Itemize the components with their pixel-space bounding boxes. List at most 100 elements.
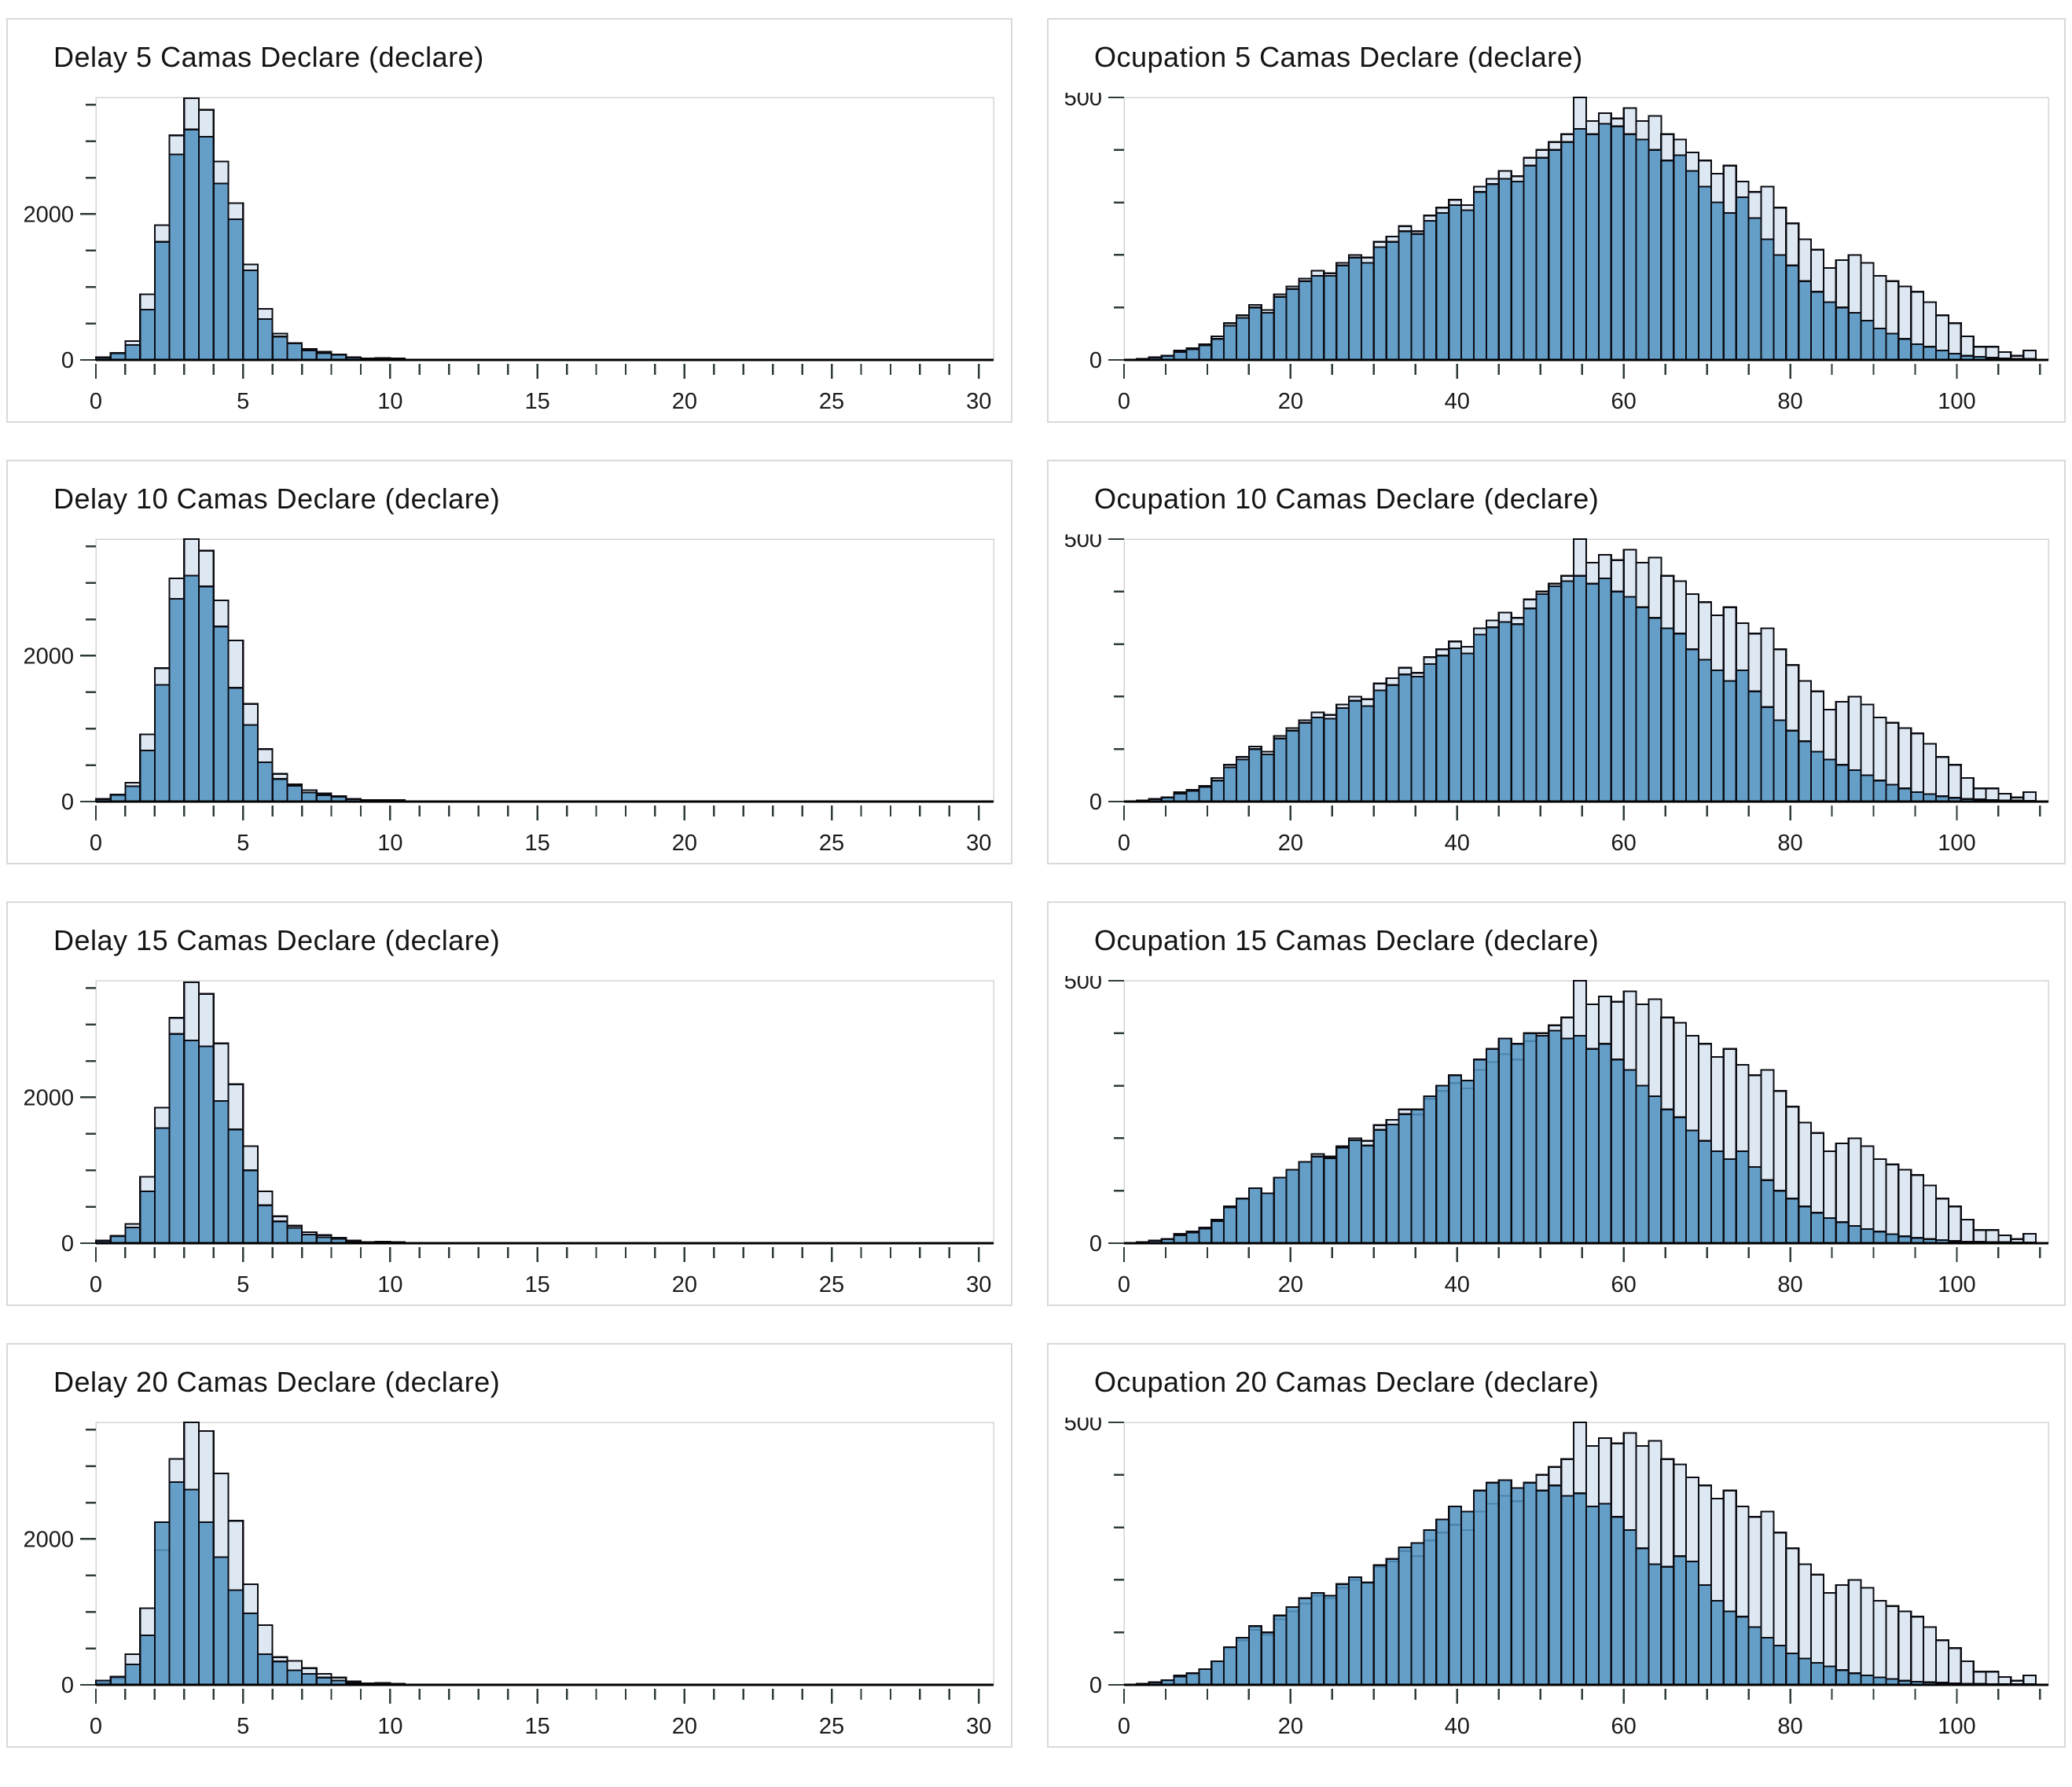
svg-text:0: 0 — [1089, 790, 1102, 815]
svg-text:5: 5 — [237, 1272, 249, 1297]
chart-title: Ocupation 5 Camas Declare (declare) — [1094, 41, 1583, 73]
svg-text:0: 0 — [90, 389, 102, 413]
svg-text:60: 60 — [1611, 389, 1637, 413]
chart-card-ocupation-5: Ocupation 5 Camas Declare (declare) 0 500… — [1047, 18, 2066, 423]
svg-text:0: 0 — [61, 790, 74, 815]
svg-text:25: 25 — [819, 831, 844, 855]
svg-text:20: 20 — [1278, 1714, 1303, 1738]
svg-text:80: 80 — [1777, 831, 1802, 855]
svg-text:15: 15 — [525, 831, 550, 855]
svg-text:5: 5 — [237, 831, 249, 855]
histogram-svg: 0 2000 0 5 10 15 20 25 30 — [23, 97, 994, 414]
svg-text:60: 60 — [1611, 1714, 1637, 1738]
svg-text:20: 20 — [1278, 1272, 1303, 1297]
dark-series — [1135, 574, 2037, 803]
svg-text:0: 0 — [1089, 1673, 1102, 1698]
svg-text:20: 20 — [672, 1714, 697, 1738]
svg-text:20: 20 — [672, 831, 697, 855]
svg-text:2000: 2000 — [23, 644, 74, 670]
svg-text:30: 30 — [966, 1714, 991, 1738]
svg-text:0: 0 — [1089, 348, 1102, 373]
svg-text:100: 100 — [1938, 1714, 1975, 1738]
svg-text:60: 60 — [1611, 1272, 1637, 1297]
svg-text:100: 100 — [1938, 389, 1975, 413]
histogram-plot: 0 500 0 20 40 60 80 100 — [1049, 969, 2064, 1301]
histogram-plot: 0 2000 0 5 10 15 20 25 30 — [8, 534, 1011, 859]
dark-series — [1135, 1029, 2037, 1245]
histogram-plot: 0 500 0 20 40 60 80 100 — [1049, 527, 2064, 859]
chart-grid: Delay 5 Camas Declare (declare) 0 2000 0 5 1… — [6, 18, 2066, 1748]
svg-text:30: 30 — [966, 389, 991, 413]
svg-text:10: 10 — [377, 1714, 402, 1738]
svg-text:0: 0 — [61, 348, 74, 373]
svg-text:500: 500 — [1064, 93, 1102, 111]
chart-title: Ocupation 10 Camas Declare (declare) — [1094, 483, 1600, 515]
svg-text:100: 100 — [1938, 1272, 1975, 1297]
svg-text:10: 10 — [377, 1272, 402, 1297]
chart-title: Delay 15 Camas Declare (declare) — [53, 924, 501, 956]
svg-text:15: 15 — [525, 1272, 550, 1297]
histogram-plot: 0 500 0 20 40 60 80 100 — [1049, 1411, 2064, 1742]
svg-text:0: 0 — [1118, 1714, 1130, 1738]
svg-text:40: 40 — [1445, 1714, 1470, 1738]
histogram-plot: 0 2000 0 5 10 15 20 25 30 — [8, 976, 1011, 1301]
svg-text:40: 40 — [1445, 1272, 1470, 1297]
chart-title: Delay 20 Camas Declare (declare) — [53, 1366, 501, 1398]
histogram-plot: 0 2000 0 5 10 15 20 25 30 — [8, 1418, 1011, 1742]
svg-text:0: 0 — [1089, 1231, 1102, 1257]
svg-text:20: 20 — [672, 1272, 697, 1297]
svg-text:0: 0 — [61, 1673, 74, 1698]
svg-text:40: 40 — [1445, 831, 1470, 855]
svg-text:5: 5 — [237, 1714, 249, 1738]
histogram-svg: 0 2000 0 5 10 15 20 25 30 — [23, 980, 994, 1297]
svg-text:25: 25 — [819, 389, 844, 413]
histogram-svg: 0 500 0 20 40 60 80 100 — [1064, 527, 2049, 856]
chart-title: Delay 10 Camas Declare (declare) — [53, 483, 501, 515]
chart-card-ocupation-20: Ocupation 20 Camas Declare (declare) 0 50… — [1047, 1343, 2066, 1748]
svg-text:500: 500 — [1064, 534, 1102, 552]
svg-text:60: 60 — [1611, 831, 1637, 855]
svg-text:0: 0 — [90, 1714, 102, 1738]
chart-title: Ocupation 15 Camas Declare (declare) — [1094, 924, 1600, 956]
chart-title: Delay 5 Camas Declare (declare) — [53, 41, 484, 73]
svg-text:40: 40 — [1445, 389, 1470, 413]
svg-text:2000: 2000 — [23, 203, 74, 228]
svg-text:80: 80 — [1777, 389, 1802, 413]
svg-text:0: 0 — [1118, 831, 1130, 855]
dark-series — [1135, 1479, 2037, 1686]
svg-text:5: 5 — [237, 389, 249, 413]
histogram-svg: 0 2000 0 5 10 15 20 25 30 — [23, 1421, 994, 1739]
histogram-plot: 0 2000 0 5 10 15 20 25 30 — [8, 93, 1011, 417]
histogram-svg: 0 2000 0 5 10 15 20 25 30 — [23, 538, 994, 856]
svg-text:2000: 2000 — [23, 1528, 74, 1553]
chart-card-delay-10: Delay 10 Camas Declare (declare) 0 2000 0 5… — [6, 460, 1012, 864]
svg-text:80: 80 — [1777, 1272, 1802, 1297]
svg-text:0: 0 — [1118, 1272, 1130, 1297]
svg-text:0: 0 — [90, 831, 102, 855]
svg-text:10: 10 — [377, 389, 402, 413]
chart-card-delay-5: Delay 5 Camas Declare (declare) 0 2000 0 5 1… — [6, 18, 1012, 423]
svg-text:100: 100 — [1938, 831, 1975, 855]
histogram-svg: 0 500 0 20 40 60 80 100 — [1064, 1411, 2049, 1739]
svg-text:30: 30 — [966, 1272, 991, 1297]
histogram-svg: 0 500 0 20 40 60 80 100 — [1064, 86, 2049, 414]
svg-text:20: 20 — [672, 389, 697, 413]
svg-text:500: 500 — [1064, 976, 1102, 994]
chart-card-ocupation-15: Ocupation 15 Camas Declare (declare) 0 50… — [1047, 901, 2066, 1306]
svg-text:2000: 2000 — [23, 1086, 74, 1111]
svg-text:15: 15 — [525, 389, 550, 413]
chart-card-delay-20: Delay 20 Camas Declare (declare) 0 2000 0 5… — [6, 1343, 1012, 1748]
chart-card-ocupation-10: Ocupation 10 Camas Declare (declare) 0 50… — [1047, 460, 2066, 864]
svg-text:10: 10 — [377, 831, 402, 855]
svg-text:20: 20 — [1278, 831, 1303, 855]
svg-text:25: 25 — [819, 1272, 844, 1297]
svg-text:500: 500 — [1064, 1418, 1102, 1436]
svg-text:25: 25 — [819, 1714, 844, 1738]
svg-text:15: 15 — [525, 1714, 550, 1738]
chart-title: Ocupation 20 Camas Declare (declare) — [1094, 1366, 1600, 1398]
svg-text:0: 0 — [61, 1231, 74, 1257]
svg-text:30: 30 — [966, 831, 991, 855]
histogram-svg: 0 500 0 20 40 60 80 100 — [1064, 969, 2049, 1297]
svg-text:0: 0 — [1118, 389, 1130, 413]
